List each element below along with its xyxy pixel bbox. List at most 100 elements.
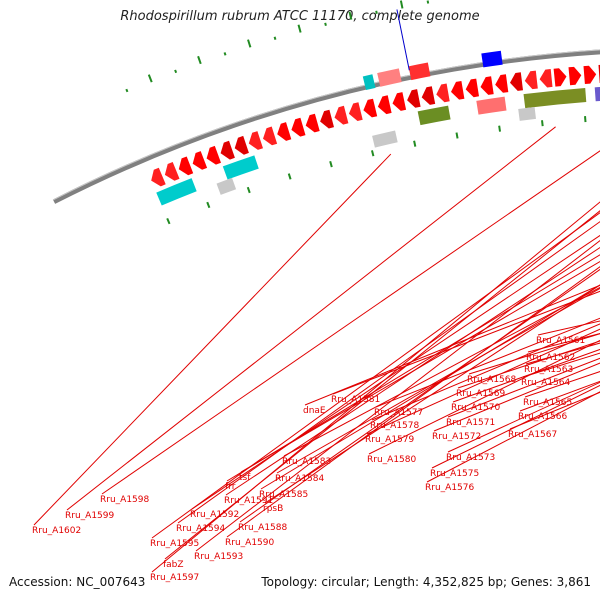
gene-label: Rru_A1569 xyxy=(456,389,505,399)
gene-arrow xyxy=(539,69,553,88)
gene-leader-line xyxy=(366,328,600,435)
gene-leader-line xyxy=(101,150,600,495)
outer-feature xyxy=(481,50,503,68)
scale-tick xyxy=(399,0,404,9)
annotation-band xyxy=(476,96,507,115)
gene-leader-line xyxy=(240,260,600,473)
gene-arrow xyxy=(392,92,407,111)
gene-leader-line xyxy=(468,333,600,375)
annotation-band xyxy=(523,88,587,109)
gene-label: fabZ xyxy=(163,560,184,570)
scale-tick xyxy=(197,55,202,65)
gene-label: Rru_A1593 xyxy=(194,552,243,562)
gene-arrow xyxy=(305,113,320,133)
gene-label: Rru_A1567 xyxy=(508,430,557,440)
gene-arrow xyxy=(451,81,465,100)
inner-scale-tick xyxy=(166,217,171,225)
annotation-band xyxy=(594,86,600,102)
gene-label: Rru_A1598 xyxy=(100,495,149,505)
genome-backbone-highlight xyxy=(52,49,600,201)
scale-tick xyxy=(223,52,227,56)
gene-label: Rru_A1597 xyxy=(150,573,199,583)
gene-arrow xyxy=(192,151,208,170)
gene-label: Rru_A1573 xyxy=(446,453,495,463)
gene-label: Rru_A1578 xyxy=(370,421,419,431)
gene-leader-line xyxy=(151,212,600,539)
gene-label: frr xyxy=(225,482,236,492)
scale-tick xyxy=(174,69,178,74)
scale-tick xyxy=(375,10,378,14)
genome-backbone xyxy=(52,49,600,204)
inner-scale-tick xyxy=(455,132,459,139)
gene-leader-line xyxy=(368,339,600,455)
inner-scale-tick xyxy=(413,140,417,147)
gene-leader-line xyxy=(195,240,600,552)
scale-tick xyxy=(247,39,252,48)
gene-arrow xyxy=(568,66,582,86)
gene-arrow xyxy=(436,83,450,103)
gene-leader-line xyxy=(191,234,600,510)
gene-arrow xyxy=(151,167,166,187)
gene-leader-line xyxy=(375,317,600,408)
gene-label: tsf xyxy=(239,473,251,483)
gene-leader-line xyxy=(283,286,600,457)
gene-label: Rru_A1602 xyxy=(32,526,81,536)
gene-label: Rru_A1566 xyxy=(518,412,567,422)
gene-label: Rru_A1562 xyxy=(526,353,575,363)
gene-arrow xyxy=(320,109,334,129)
accession-text: Accession: NC_007643 xyxy=(9,575,146,589)
gene-label: Rru_A1565 xyxy=(523,398,572,408)
gene-label: Rru_A1595 xyxy=(150,539,199,549)
scale-tick xyxy=(324,22,327,27)
gene-label: Rru_A1570 xyxy=(451,403,500,413)
gene-arrow xyxy=(248,131,263,150)
inner-scale-tick xyxy=(246,186,251,194)
gene-label: Rru_A1568 xyxy=(467,375,516,385)
gene-label: Rru_A1592 xyxy=(190,510,239,520)
inner-scale-tick xyxy=(541,120,544,127)
gene-leader-line xyxy=(276,287,600,474)
outer-feature xyxy=(377,68,402,87)
gene-leader-line xyxy=(371,323,600,421)
gene-leader-line xyxy=(452,348,600,403)
gene-label: Rru_A1594 xyxy=(176,524,225,534)
gene-arrow xyxy=(465,78,479,98)
scale-tick xyxy=(147,74,153,83)
gene-arrow xyxy=(495,74,509,93)
gene-label: Rru_A1581 xyxy=(331,395,380,405)
gene-label: Rru_A1571 xyxy=(446,418,495,428)
scale-tick xyxy=(426,0,430,4)
gene-arrow xyxy=(377,95,392,115)
gene-leader-line xyxy=(457,340,600,389)
gene-leader-line xyxy=(151,201,600,573)
scale-tick xyxy=(125,88,129,93)
gene-leader-line xyxy=(177,221,600,524)
callout-line xyxy=(396,9,410,71)
gene-arrow xyxy=(583,65,597,84)
inner-scale-tick xyxy=(329,161,333,168)
gene-arrow xyxy=(334,105,349,125)
gene-leader-line xyxy=(239,268,600,523)
gene-arrow xyxy=(234,135,249,155)
gene-label: Rru_A1579 xyxy=(365,435,414,445)
inner-scale-tick xyxy=(287,173,292,180)
gene-label: Rru_A1590 xyxy=(225,538,274,548)
gene-arrow xyxy=(510,72,523,91)
gene-leader-line xyxy=(447,381,600,453)
gene-leader-line xyxy=(447,357,600,418)
gene-label: Rru_A1585 xyxy=(259,490,308,500)
gene-label: Rru_A1584 xyxy=(275,474,324,484)
gene-arrow xyxy=(348,102,363,121)
gene-label: Rru_A1575 xyxy=(430,469,479,479)
annotation-band xyxy=(417,105,451,126)
gene-leader-line xyxy=(226,254,600,482)
gene-arrow xyxy=(291,117,306,137)
gene-arrow xyxy=(553,68,567,87)
inner-scale-tick xyxy=(206,201,211,209)
gene-leader-line xyxy=(426,391,600,483)
gene-label: Rru_A1564 xyxy=(521,378,570,388)
gene-leader-line xyxy=(433,362,600,432)
gene-label: Rru_A1591 xyxy=(224,496,273,506)
scale-tick xyxy=(273,36,277,40)
